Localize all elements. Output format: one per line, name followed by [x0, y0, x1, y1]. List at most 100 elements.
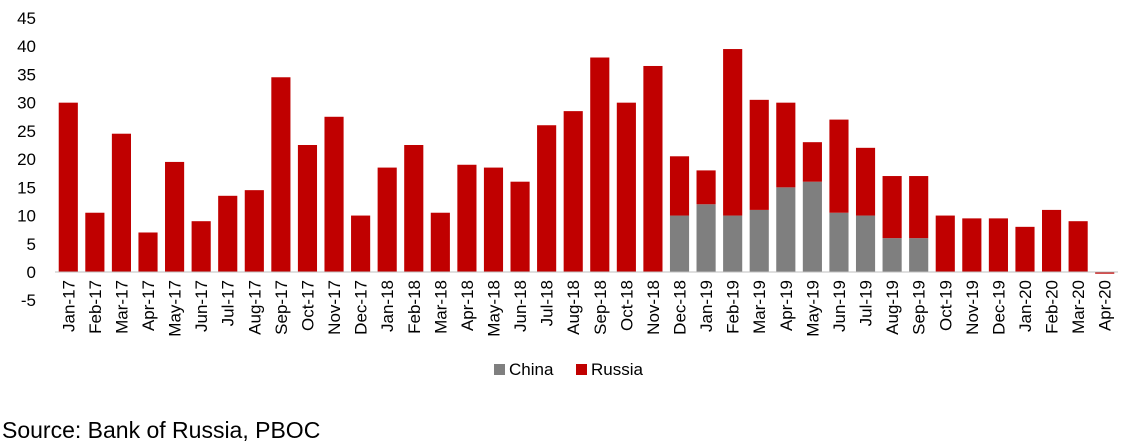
bar-china	[882, 238, 902, 272]
x-tick-label: Mar-20	[1069, 280, 1088, 334]
bar-russia	[297, 145, 318, 272]
x-tick-label: Aug-17	[245, 280, 264, 335]
bar-russia	[749, 99, 769, 210]
x-tick-label: Jun-19	[830, 280, 849, 332]
x-tick-label: Jan-18	[378, 280, 397, 332]
bars	[58, 49, 1115, 274]
x-tick-label: Nov-19	[963, 280, 982, 335]
bar-russia	[696, 170, 716, 205]
x-tick-label: Jan-17	[59, 280, 78, 332]
x-tick-label: Apr-18	[458, 280, 477, 331]
bar-russia	[404, 145, 424, 272]
bar-russia	[218, 195, 238, 272]
bar-china	[696, 204, 716, 272]
y-tick-label: 30	[17, 94, 36, 113]
bar-russia	[138, 232, 158, 272]
x-tick-label: Nov-17	[325, 280, 344, 335]
x-tick-label: May-18	[484, 280, 503, 337]
bar-russia	[669, 156, 690, 216]
bar-china	[669, 215, 690, 272]
legend-swatch-china	[494, 364, 505, 375]
x-tick-label: Sep-19	[910, 280, 929, 335]
bar-russia	[909, 176, 929, 239]
x-tick-label: Dec-17	[352, 280, 371, 335]
x-tick-label: Oct-18	[617, 280, 636, 331]
x-tick-label: May-17	[166, 280, 185, 337]
bar-russia	[988, 218, 1008, 272]
bar-russia	[430, 212, 450, 272]
bar-russia	[616, 102, 636, 272]
bar-russia	[165, 161, 185, 272]
y-tick-label: 40	[17, 37, 36, 56]
bar-russia	[882, 176, 902, 239]
bar-russia	[590, 57, 610, 273]
bar-russia	[537, 125, 557, 273]
x-tick-label: Jul-18	[538, 280, 557, 326]
x-tick-label: Jul-17	[219, 280, 238, 326]
bar-russia	[58, 102, 78, 272]
bar-russia	[1042, 209, 1062, 272]
bar-china	[909, 238, 929, 272]
x-tick-label: Apr-19	[777, 280, 796, 331]
x-tick-label: Oct-19	[936, 280, 955, 331]
bar-russia	[935, 215, 955, 272]
x-tick-label: Jun-17	[192, 280, 211, 332]
bar-russia	[483, 167, 504, 272]
x-tick-label: Feb-18	[405, 280, 424, 334]
bar-russia	[1095, 272, 1115, 274]
x-tick-label: Mar-19	[750, 280, 769, 334]
legend: China Russia	[494, 360, 644, 379]
x-tick-label: Jun-18	[511, 280, 530, 332]
bar-russia	[1015, 226, 1035, 272]
y-tick-label: 45	[17, 9, 36, 28]
bar-russia	[324, 116, 344, 272]
x-tick-label: May-19	[803, 280, 822, 337]
bar-russia	[111, 133, 131, 272]
bar-russia	[377, 167, 397, 272]
x-tick-label: Dec-18	[671, 280, 690, 335]
bar-russia	[510, 181, 530, 272]
bar-russia	[962, 218, 982, 272]
bar-russia	[829, 119, 849, 213]
x-tick-label: Oct-17	[298, 280, 317, 331]
bar-russia	[643, 65, 663, 272]
bar-russia	[1068, 221, 1088, 272]
y-tick-label: 5	[27, 235, 36, 254]
bar-russia	[244, 190, 264, 272]
x-tick-label: Nov-18	[644, 280, 663, 335]
legend-swatch-russia	[576, 364, 587, 375]
x-tick-label: Feb-20	[1043, 280, 1062, 334]
x-tick-label: Aug-19	[883, 280, 902, 335]
x-tick-label: Feb-19	[724, 280, 743, 334]
legend-label-russia: Russia	[591, 360, 644, 379]
bar-china	[723, 215, 743, 272]
x-tick-label: Aug-18	[564, 280, 583, 335]
bar-china	[829, 212, 849, 272]
bar-russia	[723, 49, 743, 216]
y-tick-label: -5	[21, 291, 36, 310]
x-tick-label: Sep-18	[591, 280, 610, 335]
bar-russia	[191, 221, 211, 272]
y-tick-label: 35	[17, 65, 36, 84]
y-tick-label: 10	[17, 207, 36, 226]
x-tick-label: Jan-20	[1016, 280, 1035, 332]
bar-china	[776, 187, 796, 272]
x-tick-label: Dec-19	[989, 280, 1008, 335]
y-tick-label: 20	[17, 150, 36, 169]
bar-russia	[563, 111, 583, 272]
x-tick-label: Apr-20	[1096, 280, 1115, 331]
x-axis: Jan-17 Feb-17 Mar-17 Apr-17 May-17 Jun-17 Jul-…	[59, 280, 1114, 337]
y-tick-label: 0	[27, 263, 36, 282]
x-tick-label: Jan-19	[697, 280, 716, 332]
x-tick-label: Mar-18	[431, 280, 450, 334]
x-tick-label: Feb-17	[86, 280, 105, 334]
bar-russia	[351, 215, 371, 272]
y-tick-label: 25	[17, 122, 36, 141]
y-tick-label: 15	[17, 178, 36, 197]
bar-china	[855, 215, 876, 272]
bar-russia	[85, 212, 105, 272]
x-tick-label: Sep-17	[272, 280, 291, 335]
bar-china	[749, 209, 769, 272]
bar-russia	[457, 164, 477, 272]
x-tick-label: Jul-19	[857, 280, 876, 326]
